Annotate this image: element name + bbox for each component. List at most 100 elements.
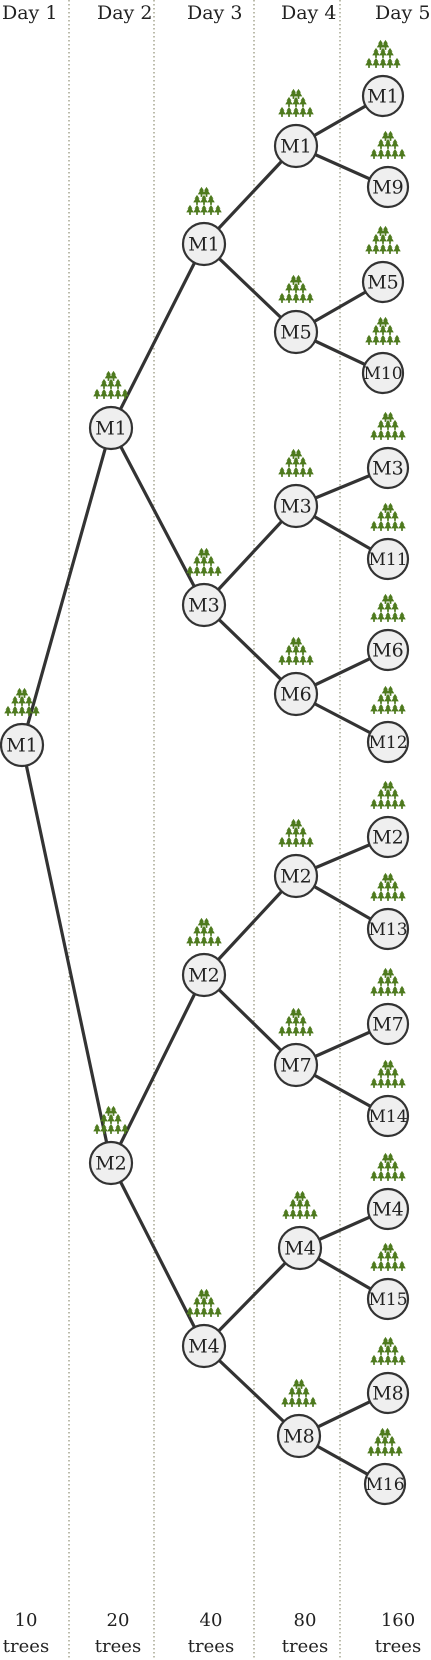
node-d5_M13: M13	[366, 872, 410, 951]
tree-cluster-icon	[365, 225, 401, 254]
tree-cluster-icon	[186, 917, 222, 946]
tree-cluster-icon	[186, 1288, 222, 1317]
node-d4_M7: M7	[273, 1007, 319, 1088]
tree-count: 10	[14, 1610, 38, 1631]
node-d3_M4: M4	[181, 1288, 227, 1369]
node-d5_M14: M14	[366, 1059, 410, 1138]
day-1-label: Day 1	[2, 2, 58, 24]
tree-cluster-icon	[370, 502, 406, 531]
node-label: M1	[367, 86, 399, 108]
tree-cluster-icon	[4, 687, 40, 716]
node-label: M1	[280, 136, 312, 158]
node-d5_M7: M7	[366, 967, 410, 1046]
tree-cluster-icon	[93, 1105, 129, 1134]
day-4-label: Day 4	[281, 2, 337, 24]
node-d5_M11: M11	[366, 502, 410, 581]
node-d2_M2: M2	[88, 1105, 134, 1186]
edge-d4_M1	[202, 144, 298, 246]
tree-nodes: M1 M1 M2 M1 M3 M2 M4 M1 M5 M3 M6 M2 M7 M4 M8 M1 M9 M5 M10 M…	[0, 39, 410, 1506]
node-d4_M4: M4	[277, 1190, 323, 1271]
node-circle	[181, 582, 227, 628]
node-d4_M2: M2	[273, 818, 319, 899]
edge-d3_M2	[109, 973, 206, 1165]
footer-day-4: 80 trees	[270, 1608, 340, 1660]
node-label: M4	[372, 1199, 404, 1221]
node-label: M6	[280, 684, 312, 706]
tree-count: 20	[106, 1610, 130, 1631]
node-label: M2	[188, 965, 220, 987]
node-circle	[273, 483, 319, 529]
node-label: M5	[367, 272, 399, 294]
tree-cluster-icon	[278, 1007, 314, 1036]
tree-cluster-icon	[365, 316, 401, 345]
tree-unit: trees	[94, 1636, 142, 1657]
node-label: M2	[372, 827, 404, 849]
node-d4_M8: M8	[276, 1378, 322, 1459]
tree-cluster-icon	[278, 88, 314, 117]
node-circle	[273, 309, 319, 355]
node-circle	[181, 1323, 227, 1369]
node-d5_M16: M16	[363, 1427, 407, 1506]
day-2-label: Day 2	[97, 2, 153, 24]
node-label: M1	[6, 735, 38, 757]
node-label: M15	[368, 1290, 407, 1310]
edge-d4_M4	[202, 1246, 302, 1348]
tree-count: 160	[380, 1610, 416, 1631]
node-d5_M8: M8	[366, 1336, 410, 1415]
node-circle	[366, 165, 410, 209]
edge-d4_M3	[202, 504, 298, 607]
node-circle	[273, 1042, 319, 1088]
node-circle	[366, 720, 410, 764]
tree-cluster-icon	[367, 1427, 403, 1456]
node-d5_M4: M4	[366, 1152, 410, 1231]
tree-cluster-icon	[186, 547, 222, 576]
tree-unit: trees	[187, 1636, 235, 1657]
tree-cluster-icon	[370, 872, 406, 901]
tree-cluster-icon	[370, 967, 406, 996]
node-label: M2	[95, 1153, 127, 1175]
tree-cluster-icon	[186, 186, 222, 215]
footer-day-3: 40 trees	[176, 1608, 246, 1660]
node-circle	[366, 1371, 410, 1415]
node-label: M9	[372, 177, 404, 199]
node-label: M14	[368, 1107, 407, 1127]
edge-d2_M2	[20, 743, 113, 1165]
node-label: M4	[188, 1336, 220, 1358]
node-circle	[88, 1140, 134, 1186]
tree-cluster-icon	[282, 1190, 318, 1219]
tree-cluster-icon	[278, 274, 314, 303]
tree-cluster-icon	[370, 1059, 406, 1088]
tree-cluster-icon	[370, 780, 406, 809]
node-d4_M5: M5	[273, 274, 319, 355]
footer-day-1: 10 trees	[0, 1608, 61, 1660]
node-d5_M6: M6	[366, 593, 410, 672]
node-circle	[366, 1187, 410, 1231]
edge-d3_M1	[109, 242, 206, 430]
edge-d3_M4	[109, 1161, 206, 1348]
node-circle	[366, 1277, 410, 1321]
node-circle	[361, 351, 405, 395]
node-d5_M10: M10	[361, 316, 405, 395]
tree-unit: trees	[374, 1636, 422, 1657]
node-d1_M1: M1	[0, 687, 45, 768]
node-label: M2	[280, 866, 312, 888]
node-label: M13	[368, 920, 407, 940]
node-circle	[88, 405, 134, 451]
node-label: M3	[372, 458, 404, 480]
footer-day-5: 160 trees	[363, 1608, 431, 1660]
footer-day-2: 20 trees	[83, 1608, 153, 1660]
node-d2_M1: M1	[88, 370, 134, 451]
node-circle	[181, 221, 227, 267]
node-label: M10	[363, 364, 402, 384]
node-d5_M1: M1	[361, 39, 405, 118]
node-d3_M2: M2	[181, 917, 227, 998]
tree-cluster-icon	[365, 39, 401, 68]
node-d4_M3: M3	[273, 448, 319, 529]
node-label: M5	[280, 322, 312, 344]
tree-unit: trees	[2, 1636, 50, 1657]
day-5-label: Day 5	[375, 2, 431, 24]
node-label: M1	[95, 418, 127, 440]
node-label: M7	[280, 1055, 312, 1077]
